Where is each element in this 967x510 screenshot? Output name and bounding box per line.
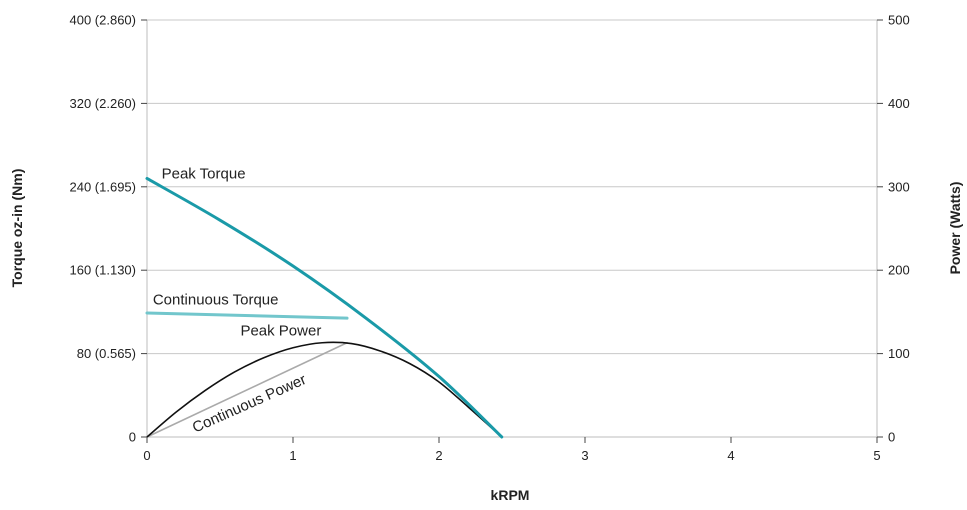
grid-lines — [147, 19, 877, 355]
x-tick-label: 0 — [143, 448, 150, 463]
annotation-peak-power: Peak Power — [240, 322, 321, 339]
annotation-continuous-torque: Continuous Torque — [153, 292, 279, 309]
series-peak-power-line — [146, 341, 503, 438]
x-tick-label: 2 — [435, 448, 442, 463]
y-axis-left-title: Torque oz-in (Nm) — [9, 169, 25, 288]
x-tick-label: 3 — [581, 448, 588, 463]
y-left-tick-label: 240 (1.695) — [70, 179, 137, 194]
y-right-tick-label: 500 — [888, 13, 910, 28]
y-right-tick-label: 300 — [888, 179, 910, 194]
y-left-tick-label: 400 (2.860) — [70, 13, 137, 28]
x-tick-label: 4 — [727, 448, 734, 463]
tick-labels: 0 80 (0.565) 160 (1.130) 240 (1.695) 320 (2.… — [70, 13, 910, 464]
axes — [146, 20, 878, 438]
x-tick-label: 1 — [289, 448, 296, 463]
series-peak-torque-line — [145, 176, 504, 439]
y-right-tick-label: 200 — [888, 263, 910, 278]
series-annotations: Peak Torque Continuous Torque Peak Power Co… — [153, 165, 321, 436]
y-axis-right-title: Power (Watts) — [947, 182, 963, 275]
x-tick-label: 5 — [873, 448, 880, 463]
y-right-tick-label: 0 — [888, 430, 895, 445]
annotation-peak-torque: Peak Torque — [162, 165, 246, 182]
y-left-tick-label: 80 (0.565) — [77, 346, 136, 361]
annotation-continuous-power: Continuous Power — [190, 371, 309, 436]
x-axis-title: kRPM — [491, 487, 530, 503]
series-continuous-power-line — [146, 341, 348, 438]
y-left-tick-label: 160 (1.130) — [70, 263, 137, 278]
y-left-tick-label: 320 (2.260) — [70, 96, 137, 111]
series-lines — [145, 176, 504, 439]
y-right-tick-label: 100 — [888, 346, 910, 361]
series-continuous-torque-line — [145, 311, 349, 320]
y-left-tick-label: 0 — [129, 430, 136, 445]
y-right-tick-label: 400 — [888, 96, 910, 111]
